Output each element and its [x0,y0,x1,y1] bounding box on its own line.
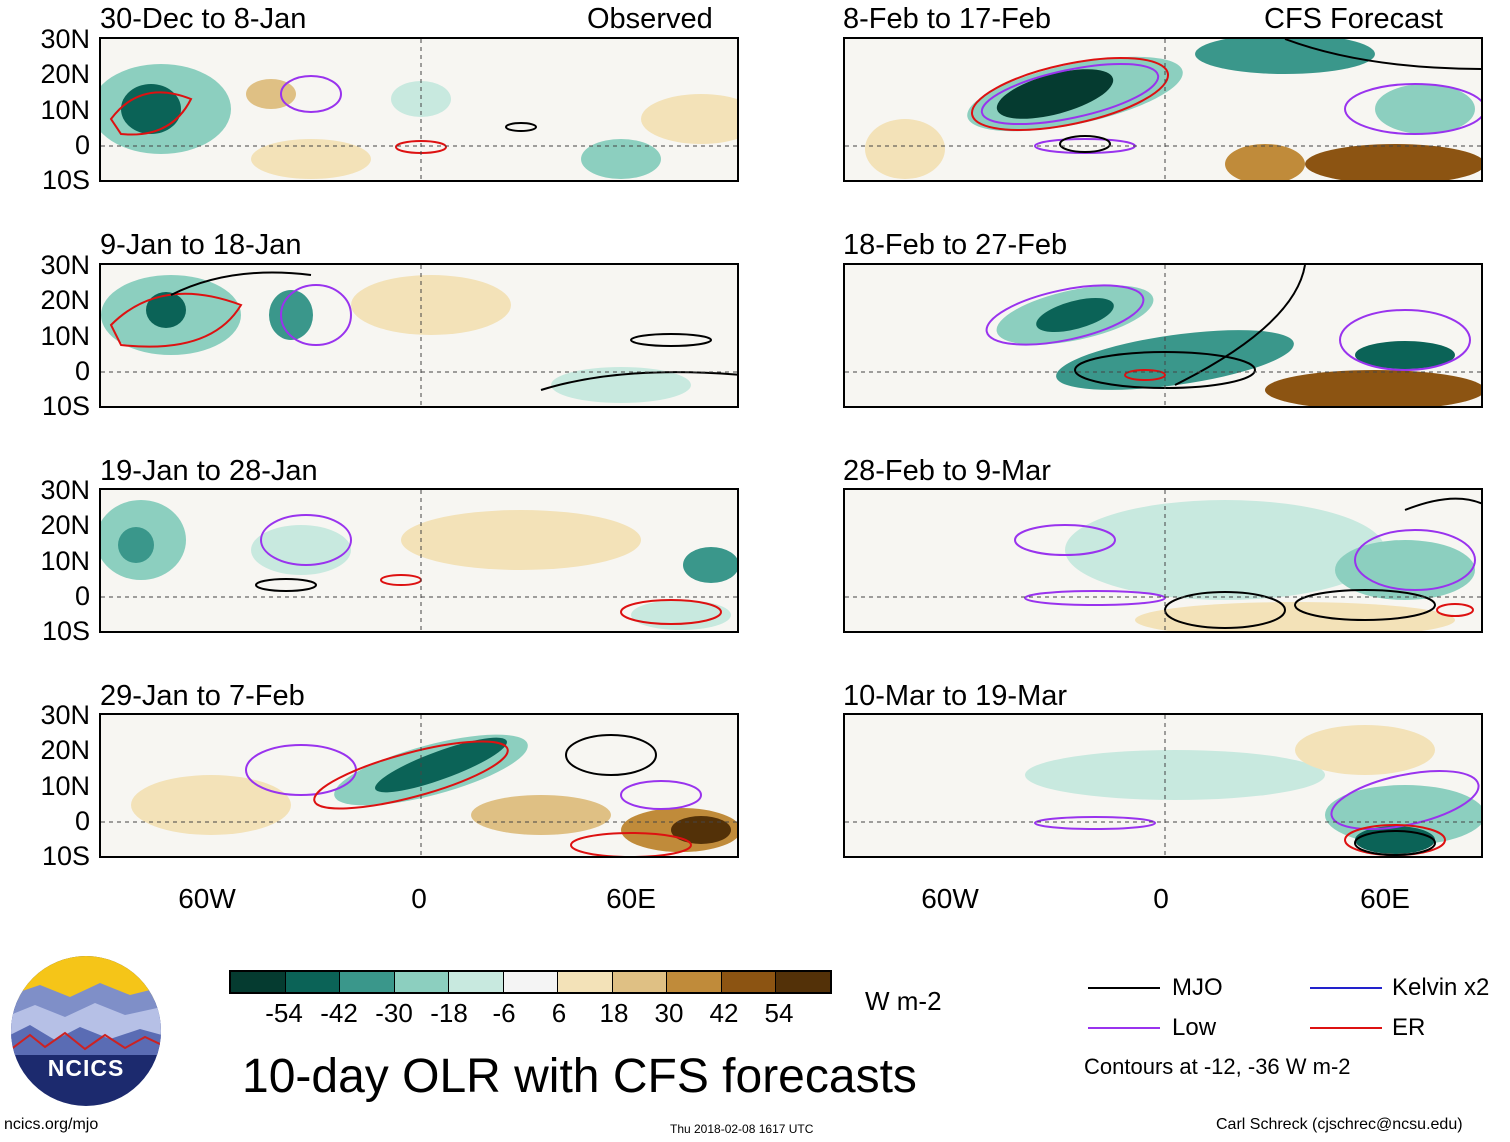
lat-label: 20N [40,59,90,89]
colorbar [229,970,832,994]
map-panel-6 [843,263,1483,408]
lat-label: 10S [41,616,90,646]
panel-title-2: 9-Jan to 18-Jan [100,229,302,261]
figure-title: 10-day OLR with CFS forecasts [242,1050,917,1103]
lat-label: 10N [40,546,90,576]
map-panel-5 [843,37,1483,182]
colorbar-swatch [612,972,668,992]
lon-label-right-60e: 60E [1360,883,1410,914]
lat-label: 10N [40,321,90,351]
map-panel-4 [99,713,739,858]
colorbar-swatch [394,972,450,992]
lon-label-right-0: 0 [1153,883,1169,914]
lat-label: 0 [74,806,90,836]
lat-label: 30N [40,700,90,730]
footer-url: ncics.org/mjo [4,1116,99,1133]
map-panel-8 [843,713,1483,858]
logo-text: NCICS [47,1055,125,1081]
colorbar-label: -30 [375,998,413,1028]
panel-title-3: 19-Jan to 28-Jan [100,455,318,487]
colorbar-swatch [558,972,613,992]
lat-label: 0 [74,581,90,611]
lat-label: 10S [41,391,90,421]
lat-label: 20N [40,510,90,540]
legend-low-label: Low [1172,1014,1217,1041]
colorbar-swatch [503,972,559,992]
colorbar-label: 42 [709,998,739,1028]
panel-title-4: 29-Jan to 7-Feb [100,680,305,712]
lon-label-right-60w: 60W [921,883,979,914]
colorbar-label: 30 [654,998,684,1028]
lat-label: 30N [40,475,90,505]
colorbar-swatch [231,972,286,992]
lat-label: 10N [40,95,90,125]
footer-timestamp: Thu 2018-02-08 1617 UTC [670,1122,814,1136]
lat-label: 10N [40,771,90,801]
map-panel-7 [843,488,1483,633]
colorbar-label: -42 [320,998,358,1028]
legend-contours-note: Contours at -12, -36 W m-2 [1084,1054,1351,1079]
map-panel-1 [99,37,739,182]
colorbar-swatch [340,972,395,992]
map-panel-2 [99,263,739,408]
lon-label-left-60w: 60W [178,883,236,914]
legend-kelvin-label: Kelvin x2 [1392,974,1490,1001]
colorbar-unit: W m-2 [865,986,942,1016]
lat-label: 30N [40,250,90,280]
colorbar-swatch [667,972,722,992]
panel-title-8: 10-Mar to 19-Mar [843,680,1068,712]
legend-er-line [1310,1027,1382,1029]
colorbar-label: 54 [764,998,794,1028]
colorbar-label: -54 [265,998,303,1028]
panel-title-1: 30-Dec to 8-Jan [100,3,307,35]
lat-label: 0 [74,130,90,160]
lon-label-left-60e: 60E [606,883,656,914]
colorbar-swatch [776,972,831,992]
ncics-logo: NCICS [10,955,162,1107]
forecast-header: CFS Forecast [1264,3,1443,35]
colorbar-label: 6 [551,998,567,1028]
footer-author: Carl Schreck (cjschrec@ncsu.edu) [1216,1116,1463,1133]
observed-header: Observed [587,3,713,35]
panel-title-6: 18-Feb to 27-Feb [843,229,1068,261]
lat-label: 0 [74,356,90,386]
lat-label: 10S [41,165,90,195]
legend-mjo-label: MJO [1172,974,1223,1001]
colorbar-swatch [285,972,341,992]
colorbar-swatch [721,972,777,992]
lat-label: 20N [40,285,90,315]
lat-label: 10S [41,841,90,871]
panel-title-5: 8-Feb to 17-Feb [843,3,1051,35]
lat-label: 20N [40,735,90,765]
legend-mjo-line [1088,987,1160,989]
colorbar-swatch [449,972,504,992]
colorbar-label: -6 [492,998,516,1028]
map-panel-3 [99,488,739,633]
legend-low-line [1088,1027,1160,1029]
colorbar-label: -18 [430,998,468,1028]
lat-label: 30N [40,24,90,54]
legend-kelvin-line [1310,987,1382,989]
colorbar-label: 18 [599,998,629,1028]
panel-title-7: 28-Feb to 9-Mar [843,455,1051,487]
legend-er-label: ER [1392,1014,1426,1041]
lon-label-left-0: 0 [411,883,427,914]
